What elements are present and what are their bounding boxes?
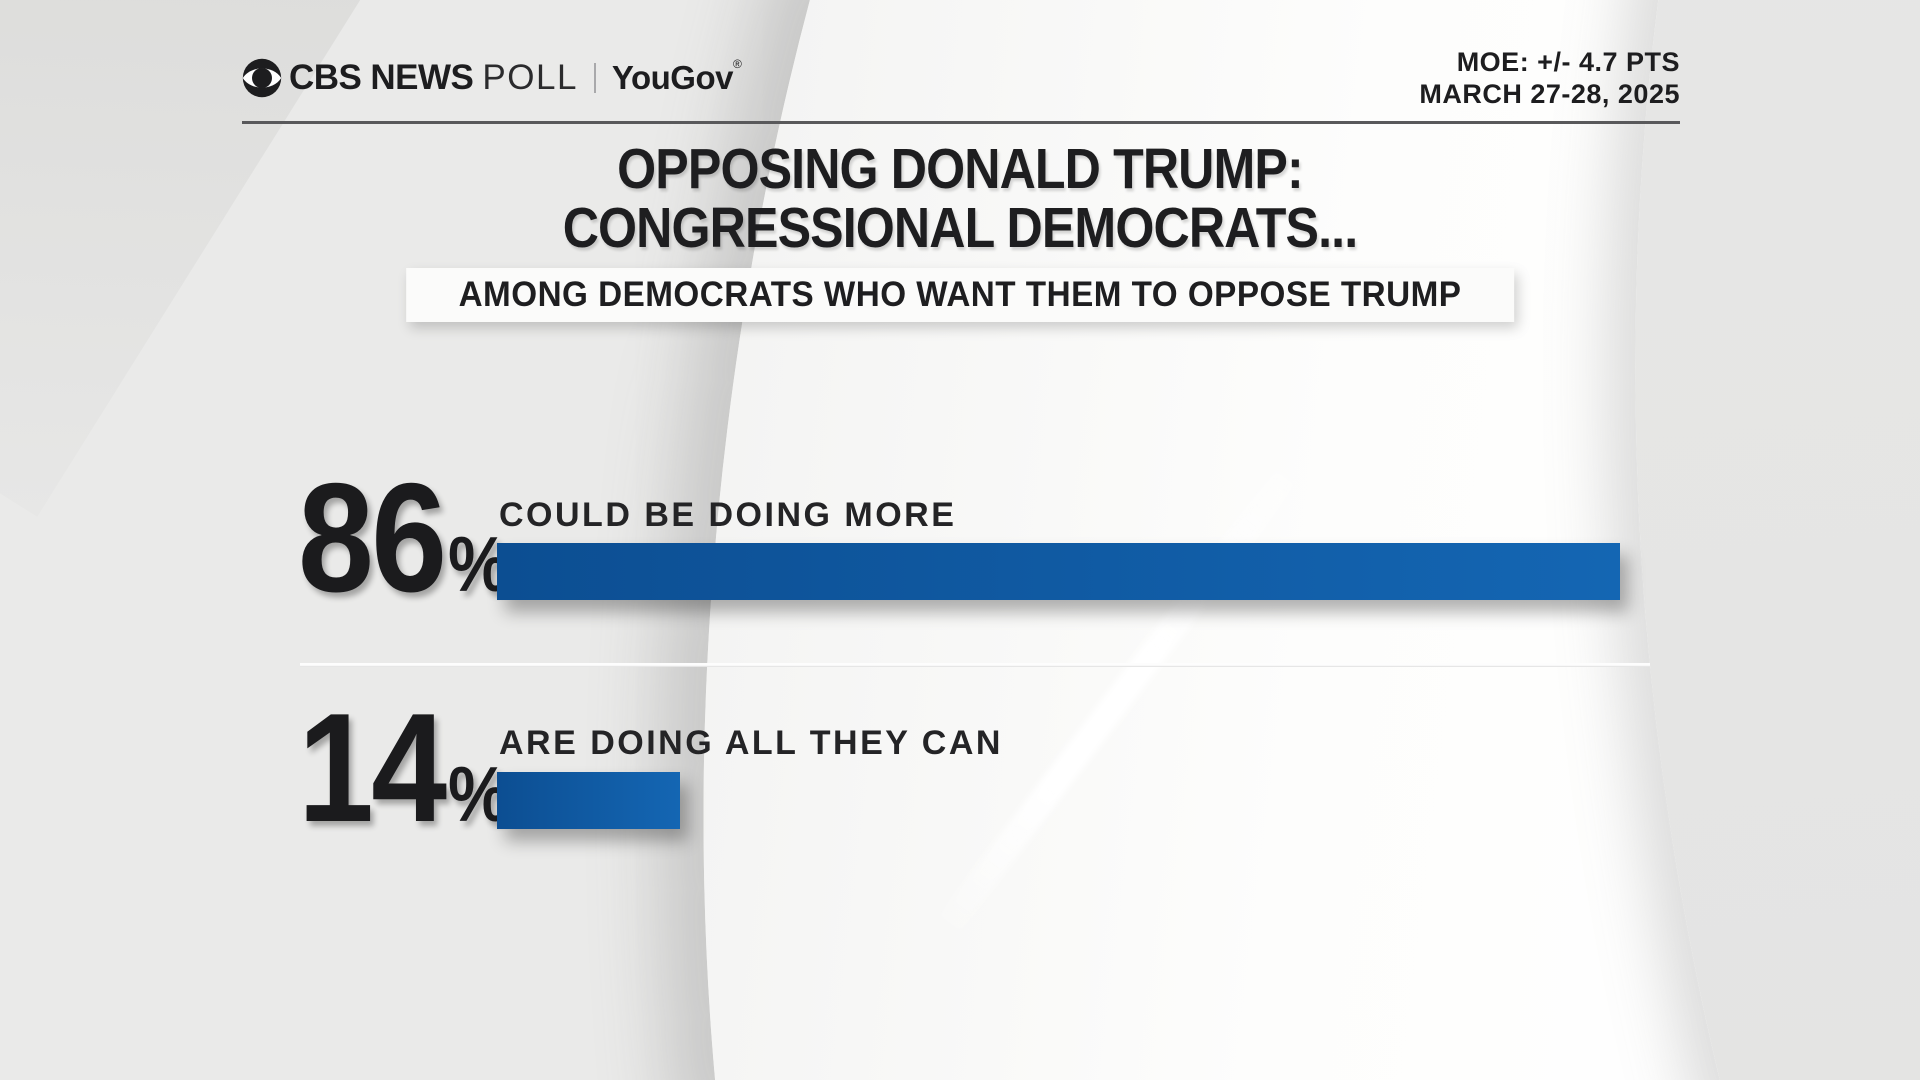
subtitle-banner: AMONG DEMOCRATS WHO WANT THEM TO OPPOSE … [406, 268, 1514, 322]
bar-track-1 [497, 543, 1803, 600]
bar-value-1-number: 86 [298, 451, 447, 624]
poll-meta: MOE: +/- 4.7 PTS MARCH 27-28, 2025 [1419, 46, 1680, 110]
moe-line: MOE: +/- 4.7 PTS [1456, 47, 1680, 77]
date-line: MARCH 27-28, 2025 [1419, 79, 1680, 109]
row-divider [300, 663, 1650, 667]
brand-cbs: CBS [289, 58, 362, 97]
brand-news: NEWS [370, 58, 474, 97]
bar-track-2 [497, 772, 1803, 829]
page-title: OPPOSING DONALD TRUMP: CONGRESSIONAL DEM… [0, 140, 1920, 258]
title-line-1: OPPOSING DONALD TRUMP: [617, 137, 1304, 201]
brand-poll: POLL [482, 58, 578, 97]
brand-partner: YouGov® [611, 57, 742, 97]
brand-separator [593, 63, 596, 93]
title-line-2: CONGRESSIONAL DEMOCRATS... [562, 196, 1358, 260]
bar-value-2-number: 14 [298, 681, 447, 854]
registered-mark: ® [732, 57, 742, 71]
header-rule [242, 121, 1680, 124]
bar-value-1: 86% [298, 460, 509, 615]
brand-lockup: CBS NEWS POLL YouGov® [242, 56, 742, 100]
bar-label-1: COULD BE DOING MORE [499, 496, 957, 534]
bar-fill-2 [497, 772, 680, 829]
brand-partner-name: YouGov [611, 59, 734, 96]
bar-value-2: 14% [298, 690, 509, 845]
bar-label-2: ARE DOING ALL THEY CAN [499, 724, 1003, 762]
cbs-eye-icon [242, 58, 282, 98]
subtitle-text: AMONG DEMOCRATS WHO WANT THEM TO OPPOSE … [458, 275, 1462, 314]
bar-fill-1 [497, 543, 1621, 600]
